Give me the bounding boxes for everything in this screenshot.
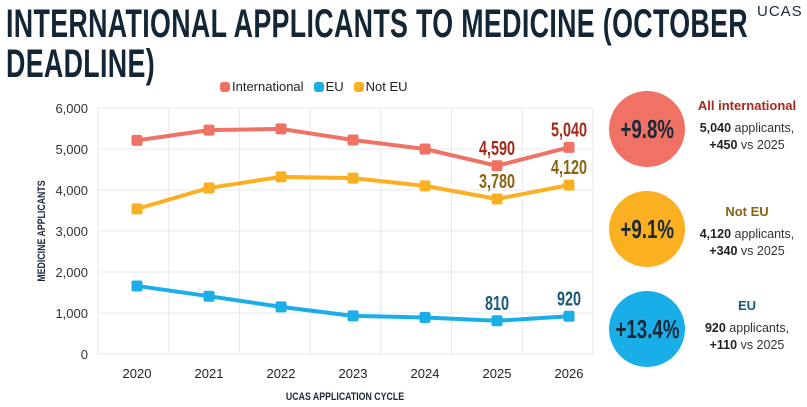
not-eu-summary: Not EU 4,120 applicants, +340 vs 2025 [687,203,807,260]
pct-label: +9.8% [620,113,674,144]
summary-heading: EU [737,298,757,313]
legend-swatch [313,81,324,92]
data-point [419,180,431,192]
data-point [275,301,287,313]
y-tick-label: 4,000 [55,183,88,198]
data-point [347,172,359,184]
data-label: 3,780 [479,170,515,193]
y-tick-label: 5,000 [55,142,88,157]
y-tick-label: 3,000 [55,224,88,239]
data-point [131,134,143,146]
not-eu-pct-circle: +9.1% [609,191,685,267]
summary-text: applicants, [725,321,790,335]
x-tick-label: 2026 [555,366,584,381]
summary-change: +450 [709,138,738,152]
summary-count: 5,040 [699,121,732,135]
data-point [491,193,503,205]
y-tick-label: 0 [81,347,88,362]
legend-item-eu: EU [313,79,344,94]
data-point [347,134,359,146]
summary-text: vs 2025 [737,338,785,352]
x-tick-label: 2022 [267,366,296,381]
legend-label: EU [325,79,344,94]
data-point [275,171,287,183]
pct-label: +13.4% [614,313,680,344]
summary-change: +110 [709,338,738,352]
summary-text: vs 2025 [737,138,785,152]
international-pct-circle: +9.8% [609,91,685,167]
data-label: 4,120 [551,156,587,179]
x-axis-title: UCAS APPLICATION CYCLE [286,391,405,403]
data-point [347,310,359,322]
summary-count: 4,120 [699,227,732,241]
data-point [131,203,143,215]
y-axis-title: MEDICINE APPLICANTS [36,180,48,282]
pct-label: +9.1% [620,213,674,244]
data-point [419,312,431,324]
eu-summary: EU 920 applicants, +110 vs 2025 [687,297,807,354]
data-point [563,310,575,322]
data-point [203,290,215,302]
data-point [491,160,503,172]
x-tick-label: 2025 [483,366,512,381]
data-label: 810 [485,291,509,314]
x-tick-label: 2024 [411,366,440,381]
y-tick-label: 2,000 [55,265,88,280]
legend-swatch [353,81,364,92]
data-point [563,179,575,191]
summary-text: applicants, [731,121,795,135]
ucas-logo: UCAS [757,3,803,20]
x-tick-label: 2020 [123,366,152,381]
x-tick-label: 2021 [195,366,224,381]
legend-item-international: International [220,79,304,94]
chart-legend: International EU Not EU [220,79,408,94]
y-tick-label: 6,000 [55,101,88,116]
legend-swatch [220,81,230,92]
data-label: 920 [557,287,581,310]
summary-heading: Not EU [725,204,769,219]
data-point [563,141,575,153]
summary-change: +340 [709,244,738,258]
data-point [203,182,215,194]
data-label: 4,590 [479,136,515,159]
data-point [203,124,215,136]
summary-text: vs 2025 [737,244,785,258]
summary-heading: All international [697,98,797,113]
legend-label: Not EU [365,79,408,94]
y-tick-label: 1,000 [55,306,88,321]
international-summary: All international 5,040 applicants, +450… [687,97,807,154]
summary-count: 920 [704,321,726,335]
data-point [491,315,503,327]
data-point [131,280,143,292]
data-label: 5,040 [551,118,587,141]
data-point [275,123,287,135]
legend-item-not-eu: Not EU [353,79,408,94]
x-tick-label: 2023 [339,366,368,381]
legend-label: International [232,79,304,94]
summary-text: applicants, [731,227,795,241]
data-point [419,143,431,155]
eu-pct-circle: +13.4% [609,291,685,367]
page-title: INTERNATIONAL APPLICANTS TO MEDICINE (OC… [6,2,748,86]
